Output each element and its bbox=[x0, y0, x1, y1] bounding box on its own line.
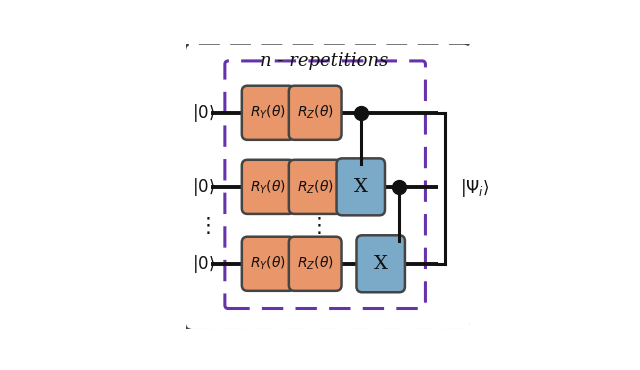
Text: X: X bbox=[354, 178, 368, 196]
FancyBboxPatch shape bbox=[242, 160, 294, 214]
FancyBboxPatch shape bbox=[242, 86, 294, 140]
Text: $R_Z(\theta)$: $R_Z(\theta)$ bbox=[297, 104, 333, 121]
FancyBboxPatch shape bbox=[289, 237, 342, 291]
Text: $|0\rangle$: $|0\rangle$ bbox=[191, 176, 215, 198]
Text: $|\Psi_i\rangle$: $|\Psi_i\rangle$ bbox=[460, 177, 490, 199]
Text: $R_Z(\theta)$: $R_Z(\theta)$ bbox=[297, 255, 333, 272]
Text: $R_Z(\theta)$: $R_Z(\theta)$ bbox=[297, 178, 333, 196]
FancyBboxPatch shape bbox=[337, 158, 385, 215]
FancyBboxPatch shape bbox=[356, 235, 405, 292]
Text: X: X bbox=[374, 255, 388, 273]
Text: $\vdots$: $\vdots$ bbox=[308, 215, 322, 236]
FancyBboxPatch shape bbox=[289, 160, 342, 214]
Text: $\vdots$: $\vdots$ bbox=[197, 215, 211, 236]
Text: n - repetitions: n - repetitions bbox=[260, 53, 388, 71]
FancyBboxPatch shape bbox=[242, 237, 294, 291]
Text: $R_Y(\theta)$: $R_Y(\theta)$ bbox=[250, 178, 286, 196]
Text: $R_Y(\theta)$: $R_Y(\theta)$ bbox=[250, 104, 286, 121]
Text: $|0\rangle$: $|0\rangle$ bbox=[191, 102, 215, 124]
FancyBboxPatch shape bbox=[184, 43, 472, 331]
FancyBboxPatch shape bbox=[289, 86, 342, 140]
Text: $R_Y(\theta)$: $R_Y(\theta)$ bbox=[250, 255, 286, 272]
Text: $|0\rangle$: $|0\rangle$ bbox=[191, 253, 215, 275]
